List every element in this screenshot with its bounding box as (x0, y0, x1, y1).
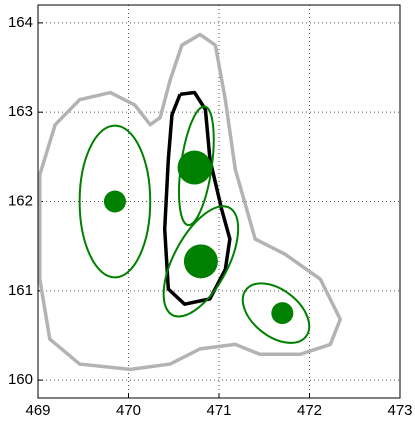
y-tick-label: 161 (8, 282, 33, 299)
y-tick-label: 164 (8, 14, 33, 31)
x-tick-label: 469 (25, 402, 50, 419)
y-tick-label: 162 (8, 192, 33, 209)
point (271, 302, 294, 325)
y-tick-label: 160 (8, 371, 33, 388)
ellipse (162, 205, 240, 318)
x-tick-label: 470 (116, 402, 141, 419)
y-tick-label: 163 (8, 103, 33, 120)
contour (162, 90, 232, 306)
x-tick-label: 472 (297, 402, 322, 419)
ellipse (78, 124, 152, 279)
point (103, 190, 126, 213)
ellipse (241, 282, 311, 344)
point (177, 150, 212, 185)
x-tick-label: 471 (206, 402, 231, 419)
point (183, 244, 218, 279)
plot-frame (37, 4, 401, 399)
contour (38, 32, 343, 372)
x-tick-label: 473 (387, 402, 412, 419)
